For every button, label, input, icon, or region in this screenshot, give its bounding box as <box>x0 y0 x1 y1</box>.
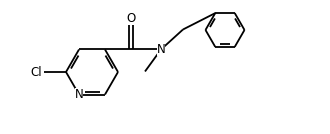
Text: O: O <box>126 12 136 25</box>
Text: N: N <box>157 43 165 56</box>
Text: Cl: Cl <box>30 66 42 79</box>
Text: N: N <box>75 88 83 101</box>
